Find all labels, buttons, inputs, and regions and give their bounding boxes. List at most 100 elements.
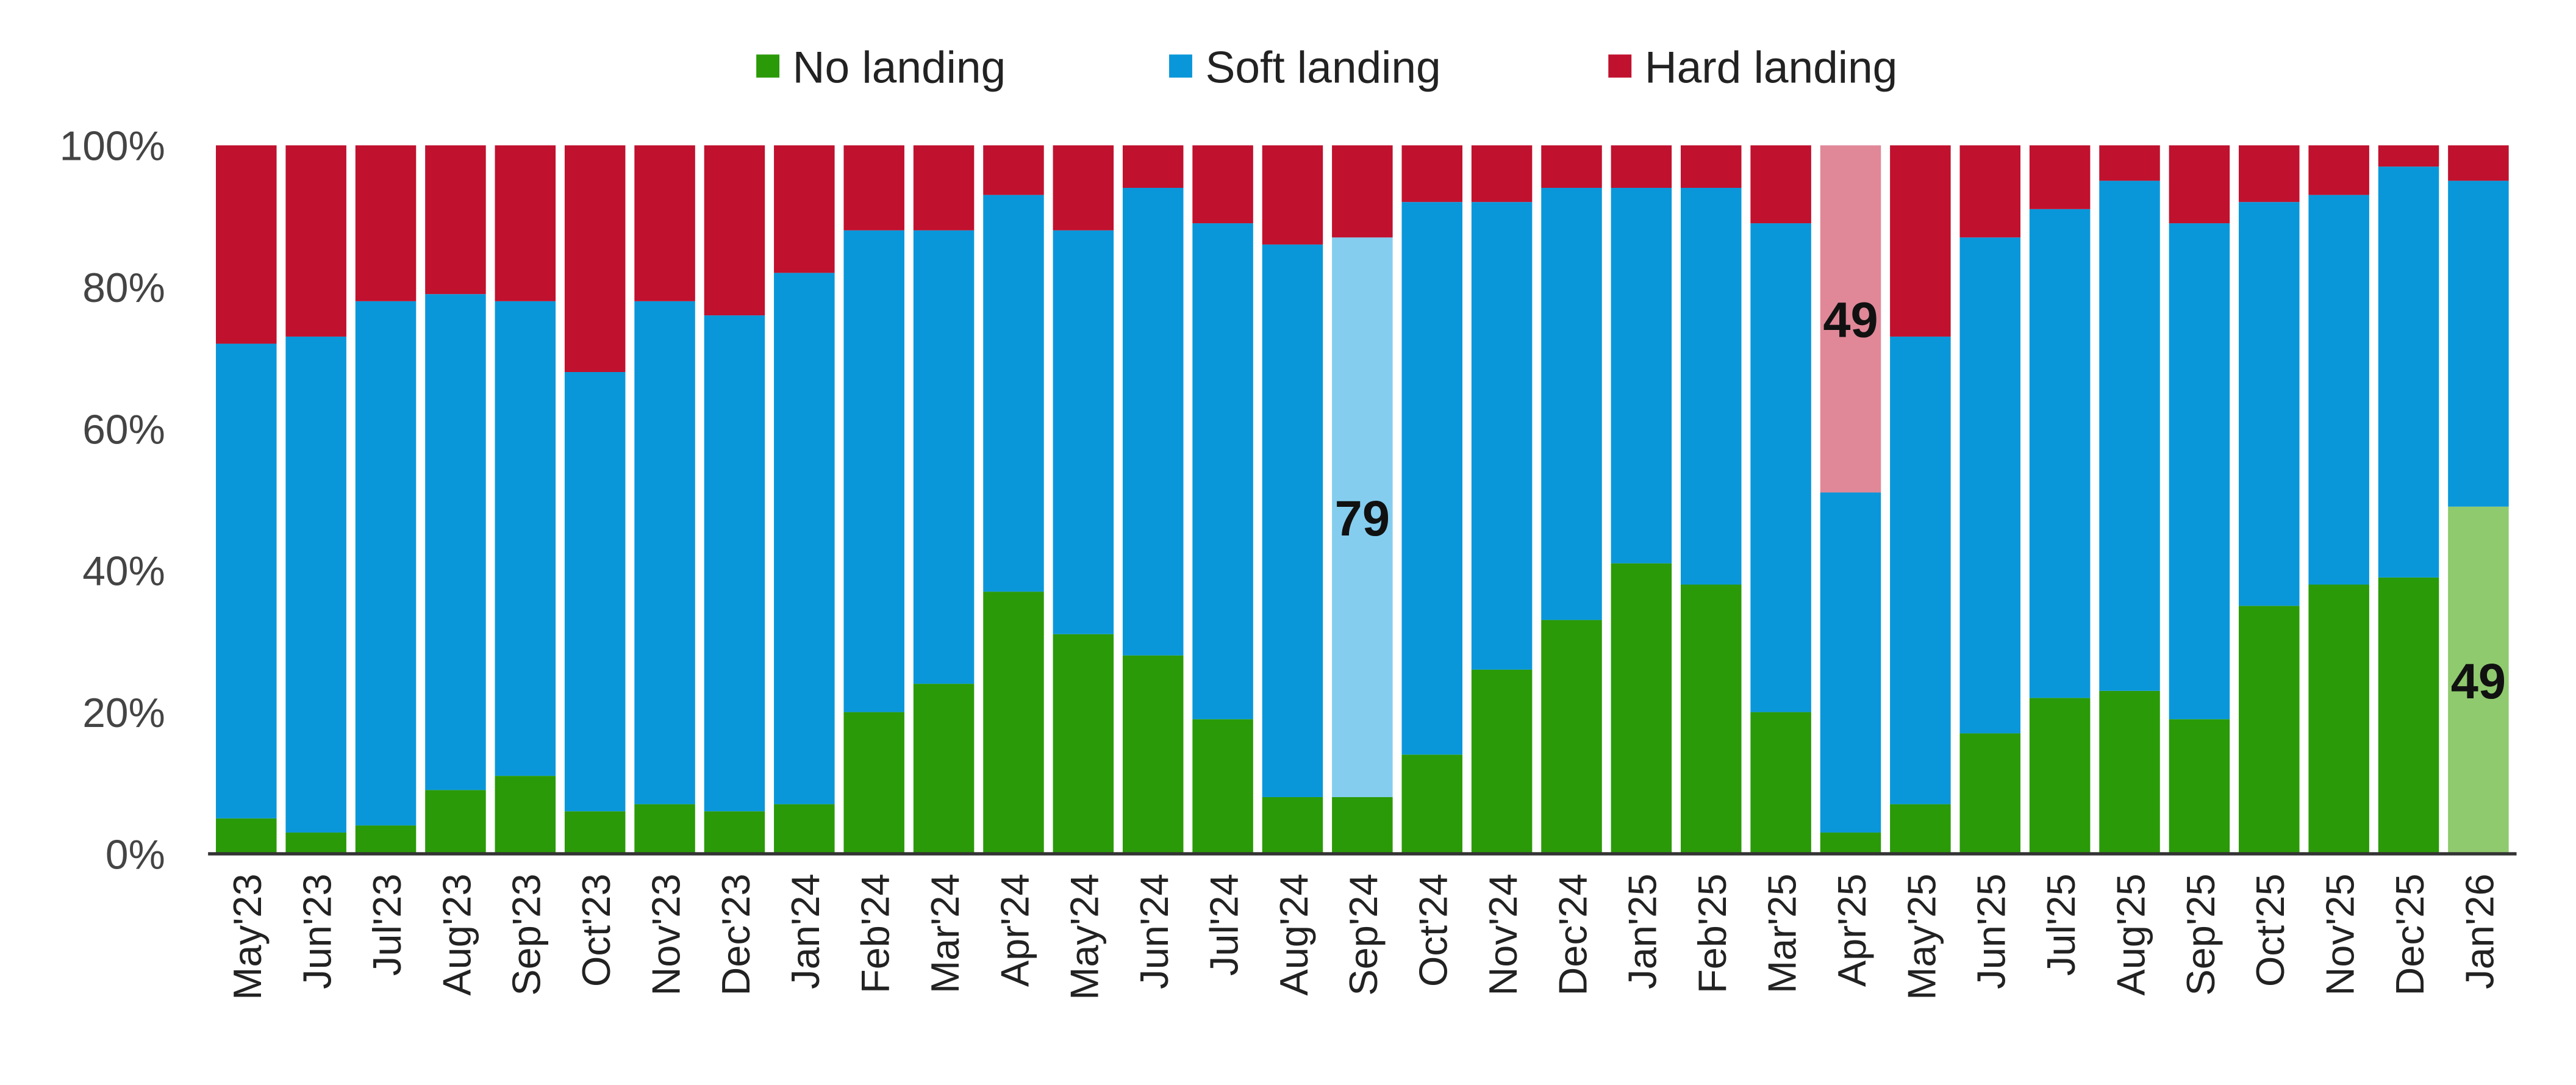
bar-segment [495,301,556,776]
bar-segment [495,776,556,854]
bar-segment [495,145,556,301]
x-tick-label: May'23 [225,873,270,1000]
x-tick-label: Nov'23 [643,873,688,995]
bar-segment [1122,145,1184,188]
bar-segment [285,336,346,833]
bar-segment [1959,237,2021,734]
bar-segment [1750,712,1811,854]
x-tick-label: Apr'25 [1830,873,1874,987]
bar-segment [1053,230,1114,634]
bar-segment [355,825,417,854]
x-tick-label: May'24 [1062,873,1107,1000]
bar-segment [1541,145,1602,188]
x-tick-label: Nov'24 [1481,873,1525,995]
bar-segment [913,230,975,684]
bar-segment [843,712,904,854]
bar-segment [216,145,277,344]
x-tick-label: Jun'23 [295,873,340,989]
y-tick-label: 80% [82,265,165,311]
y-tick-label: 0% [106,832,165,878]
bar-segment [774,145,835,273]
bar-segment [983,195,1044,592]
bar-segment [1332,237,1393,797]
bar-segment [913,145,975,231]
y-tick-label: 100% [60,124,165,170]
x-tick-label: Sep'25 [2178,873,2223,995]
value-label: 49 [1823,293,1878,348]
bar-segment [1192,223,1253,720]
bar-segment [216,343,277,818]
bar-segment [1680,584,1742,854]
x-tick-label: Oct'23 [574,873,618,987]
bar-segment [1053,145,1114,231]
x-tick-label: Nov'25 [2318,873,2363,995]
bar-segment [564,145,626,373]
bar-segment [1122,655,1184,854]
bar-segment [1611,563,1672,854]
bar-segment [2169,145,2230,224]
bar-segment [1053,634,1114,854]
bar-segment [2239,202,2300,606]
bar-segment [1401,202,1462,755]
x-tick-label: Mar'24 [923,873,967,994]
x-tick-label: Jul'23 [365,873,409,976]
x-tick-label: Apr'24 [992,873,1037,987]
bar-segment [704,811,765,854]
bar-segment [1192,719,1253,854]
x-tick-label: Jul'24 [1201,873,1246,976]
bar-segment [355,145,417,301]
bar-segment [1890,145,1951,337]
bar-segment [1820,145,1881,493]
bar-segment [2099,690,2160,854]
x-tick-label: Aug'23 [434,873,479,995]
bar-segment [2378,145,2439,167]
bar-segment [2029,209,2091,698]
bar-segment [774,273,835,804]
bar-segment [2169,223,2230,720]
bar-segment [1820,492,1881,833]
bar-segment [983,592,1044,854]
bar-segment [2448,145,2509,181]
bar-segment [1401,754,1462,854]
bar-segment [1471,669,1533,854]
bar-segment [843,145,904,231]
bar-segment [1401,145,1462,202]
x-tick-label: Feb'24 [853,873,898,994]
bar-segment [1332,797,1393,854]
bar-segment [285,833,346,854]
bar-segment [2029,145,2091,209]
bar-segment [2099,181,2160,691]
legend-label: No landing [793,43,1006,92]
bar-segment [1750,223,1811,712]
x-tick-label: Jul'25 [2039,873,2083,976]
bar-segment [1750,145,1811,224]
bar-segment [1680,145,1742,188]
bar-segment [1959,145,2021,238]
x-tick-label: Jan'26 [2457,873,2502,989]
x-tick-label: Jun'25 [1969,873,2014,989]
bar-segment [1541,187,1602,620]
bar-segment [1262,797,1323,854]
x-tick-label: Dec'23 [714,873,758,995]
bar-segment [2239,606,2300,854]
legend-label: Soft landing [1206,43,1441,92]
x-tick-label: Jan'24 [783,873,828,989]
bar-segment [425,294,486,790]
bar-segment [634,145,695,301]
bar-segment [1820,833,1881,854]
bar-segment [564,372,626,812]
bar-segment [216,818,277,854]
bar-segment [2308,195,2369,585]
bar-segment [2029,698,2091,854]
bar-segment [843,230,904,712]
bar-segment [1332,145,1393,238]
legend-swatch [756,54,780,78]
bar-segment [2239,145,2300,202]
bar-segment [2169,719,2230,854]
bar-segment [704,145,765,316]
bar-segment [2308,584,2369,854]
y-tick-label: 40% [82,549,165,595]
bar-segment [425,790,486,854]
bar-segment [1262,145,1323,245]
